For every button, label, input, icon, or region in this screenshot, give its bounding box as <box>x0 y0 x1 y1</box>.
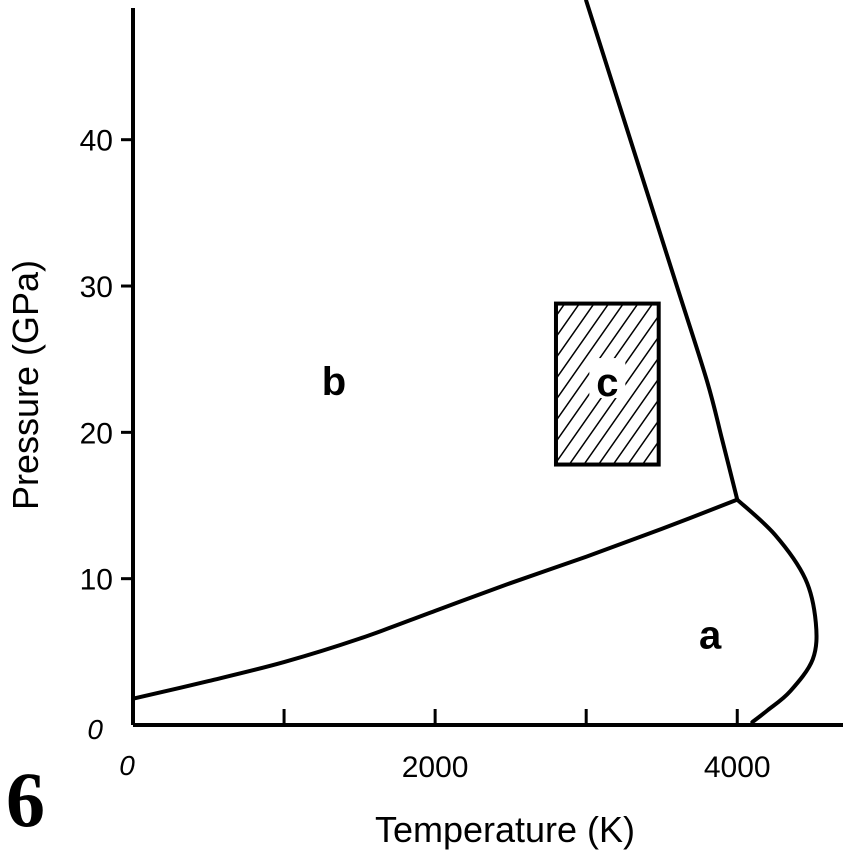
shaded-region <box>553 301 661 467</box>
ticks: 0 10 20 30 40 0 2000 4000 <box>80 125 771 784</box>
y-tick-label: 40 <box>80 125 113 158</box>
figure-number: 6 <box>6 756 45 843</box>
x-axis-title: Temperature (K) <box>375 809 635 850</box>
y-tick-label: 10 <box>80 564 113 597</box>
axes <box>131 8 843 727</box>
phase-boundary-2 <box>584 0 740 502</box>
y-tick-label: 20 <box>80 417 113 450</box>
y-axis-title: Pressure (GPa) <box>5 260 46 510</box>
x-tick-label: 0 <box>119 750 135 781</box>
x-tick-label: 4000 <box>704 751 771 784</box>
x-tick-label: 2000 <box>402 751 469 784</box>
region-label-b: b <box>322 360 346 404</box>
region-label-c: c <box>596 361 618 405</box>
phase-boundary-3 <box>735 497 819 725</box>
y-tick-label: 0 <box>87 714 103 745</box>
y-tick-label: 30 <box>80 271 113 304</box>
phase-boundaries <box>131 0 819 725</box>
phase-boundary-1 <box>131 497 740 701</box>
region-label-a: a <box>699 613 722 657</box>
label-c-background <box>589 358 626 399</box>
